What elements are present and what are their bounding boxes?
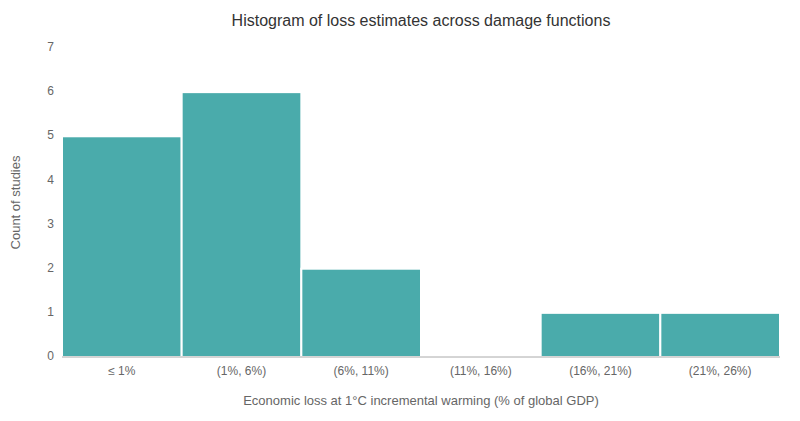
chart: Histogram of loss estimates across damag…	[0, 0, 800, 421]
x-tick-label: (11%, 16%)	[450, 364, 512, 378]
y-tick-label: 1	[47, 305, 54, 319]
y-tick-label: 7	[47, 40, 54, 54]
bar	[62, 136, 182, 357]
x-axis-label: Economic loss at 1°C incremental warming…	[243, 393, 599, 408]
x-tick-label: (6%, 11%)	[334, 364, 389, 378]
bar	[301, 269, 421, 357]
x-tick-label: (21%, 26%)	[689, 364, 752, 378]
y-tick-label: 6	[47, 84, 54, 98]
y-tick-label: 5	[47, 128, 54, 142]
x-tick-label: (16%, 21%)	[569, 364, 632, 378]
bars	[62, 92, 780, 357]
y-tick-label: 3	[47, 217, 54, 231]
chart-container: Histogram of loss estimates across damag…	[0, 0, 800, 421]
y-tick-label: 4	[47, 173, 54, 187]
title: Histogram of loss estimates across damag…	[232, 12, 611, 29]
y-axis-label: Count of studies	[8, 155, 23, 249]
bar	[182, 92, 302, 357]
y-tick-label: 2	[47, 261, 54, 275]
x-tick-label: ≤ 1%	[108, 364, 136, 378]
x-tick-label: (1%, 6%)	[217, 364, 266, 378]
bar	[660, 313, 780, 357]
y-tick-label: 0	[47, 349, 54, 363]
x-axis-line	[62, 357, 780, 358]
bar	[541, 313, 661, 357]
